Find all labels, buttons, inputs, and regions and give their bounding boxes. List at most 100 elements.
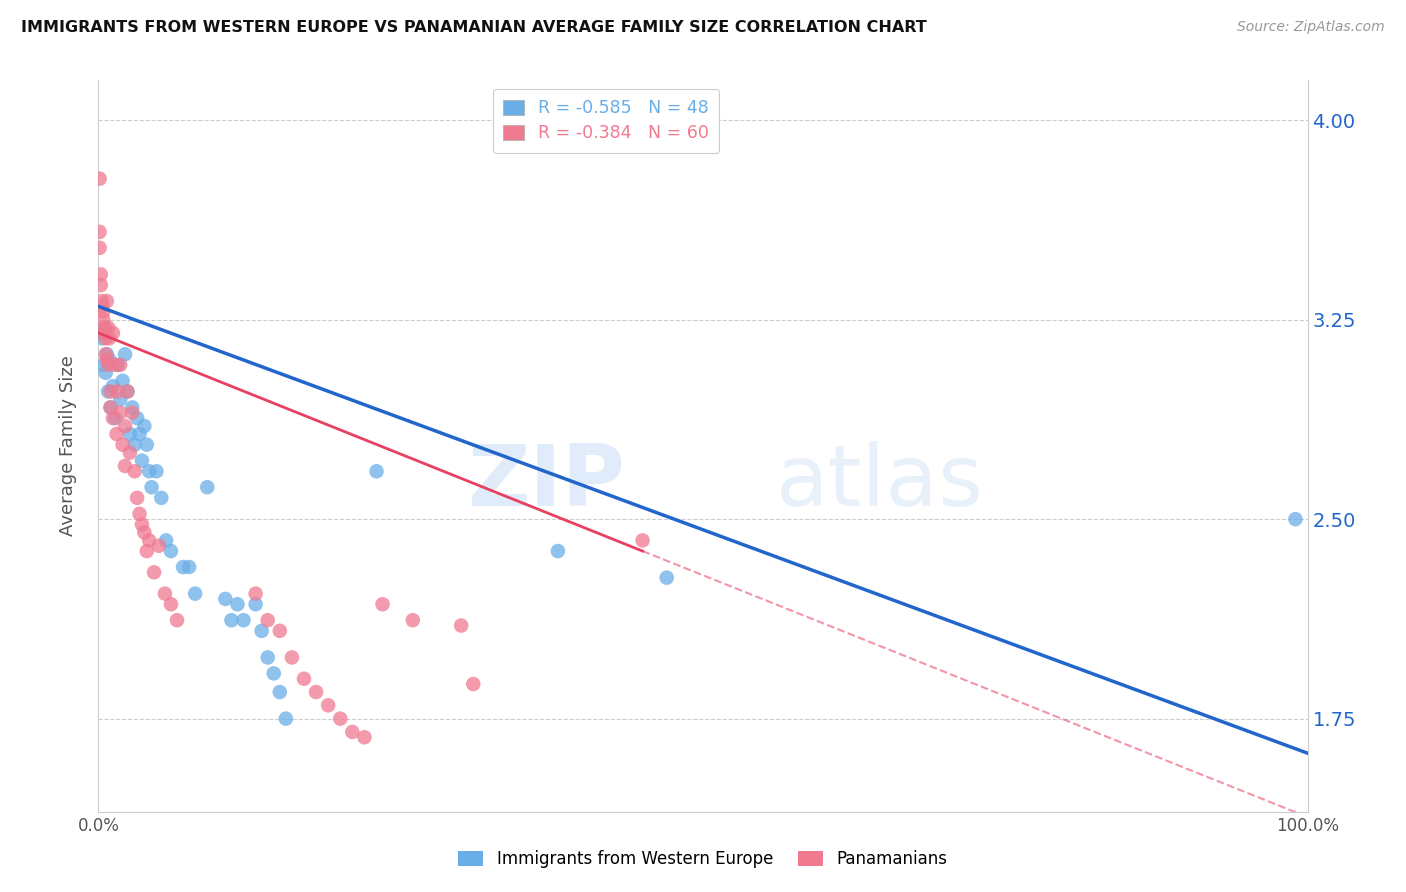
Point: [138, 464, 160, 478]
Y-axis label: Average Family Size: Average Family Size: [59, 356, 77, 536]
Point: [547, 544, 569, 558]
Point: [91, 312, 114, 326]
Point: [131, 453, 153, 467]
Point: [135, 544, 157, 558]
Point: [371, 597, 394, 611]
Point: [97, 358, 120, 372]
Point: [128, 507, 150, 521]
Point: [1284, 512, 1306, 526]
Point: [96, 293, 118, 308]
Point: [153, 586, 176, 600]
Point: [245, 586, 267, 600]
Point: [269, 685, 291, 699]
Point: [316, 698, 339, 713]
Point: [353, 731, 375, 745]
Point: [90, 278, 112, 293]
Point: [108, 358, 131, 372]
Point: [124, 464, 146, 478]
Point: [114, 347, 136, 361]
Point: [114, 419, 136, 434]
Point: [97, 320, 120, 334]
Point: [155, 533, 177, 548]
Point: [89, 225, 111, 239]
Point: [104, 411, 127, 425]
Point: [250, 624, 273, 638]
Point: [91, 299, 114, 313]
Point: [124, 438, 146, 452]
Point: [90, 268, 112, 282]
Point: [269, 624, 291, 638]
Point: [107, 358, 129, 372]
Point: [214, 591, 236, 606]
Point: [101, 411, 124, 425]
Point: [91, 304, 114, 318]
Point: [160, 544, 183, 558]
Point: [127, 491, 149, 505]
Point: [342, 725, 364, 739]
Point: [97, 384, 120, 399]
Point: [89, 171, 111, 186]
Point: [655, 571, 678, 585]
Point: [138, 533, 160, 548]
Point: [96, 352, 118, 367]
Legend: R = -0.585   N = 48, R = -0.384   N = 60: R = -0.585 N = 48, R = -0.384 N = 60: [494, 89, 720, 153]
Point: [100, 401, 122, 415]
Point: [108, 392, 131, 407]
Point: [111, 374, 134, 388]
Point: [100, 401, 122, 415]
Point: [148, 539, 170, 553]
Point: [281, 650, 304, 665]
Point: [114, 458, 136, 473]
Point: [135, 438, 157, 452]
Point: [184, 586, 207, 600]
Point: [256, 650, 278, 665]
Text: Source: ZipAtlas.com: Source: ZipAtlas.com: [1237, 20, 1385, 34]
Point: [245, 597, 267, 611]
Point: [172, 560, 194, 574]
Point: [98, 352, 121, 367]
Point: [105, 427, 128, 442]
Point: [226, 597, 249, 611]
Point: [145, 464, 167, 478]
Point: [101, 326, 124, 340]
Point: [195, 480, 218, 494]
Point: [329, 712, 352, 726]
Point: [134, 419, 156, 434]
Point: [256, 613, 278, 627]
Point: [166, 613, 188, 627]
Point: [93, 326, 115, 340]
Point: [101, 379, 124, 393]
Point: [94, 347, 117, 361]
Point: [127, 411, 149, 425]
Point: [107, 384, 129, 399]
Text: ZIP: ZIP: [467, 441, 624, 524]
Point: [143, 566, 166, 580]
Point: [141, 480, 163, 494]
Point: [150, 491, 173, 505]
Point: [160, 597, 183, 611]
Point: [463, 677, 485, 691]
Point: [94, 366, 117, 380]
Point: [117, 384, 139, 399]
Point: [121, 406, 143, 420]
Point: [274, 712, 297, 726]
Point: [89, 241, 111, 255]
Point: [121, 401, 143, 415]
Legend: Immigrants from Western Europe, Panamanians: Immigrants from Western Europe, Panamani…: [451, 844, 955, 875]
Point: [134, 525, 156, 540]
Point: [118, 427, 141, 442]
Point: [93, 320, 115, 334]
Point: [98, 331, 121, 345]
Point: [94, 331, 117, 345]
Point: [108, 406, 131, 420]
Point: [96, 347, 118, 361]
Point: [305, 685, 328, 699]
Point: [111, 438, 134, 452]
Point: [104, 358, 127, 372]
Point: [263, 666, 285, 681]
Point: [232, 613, 254, 627]
Point: [91, 293, 114, 308]
Point: [292, 672, 315, 686]
Point: [450, 618, 472, 632]
Point: [221, 613, 243, 627]
